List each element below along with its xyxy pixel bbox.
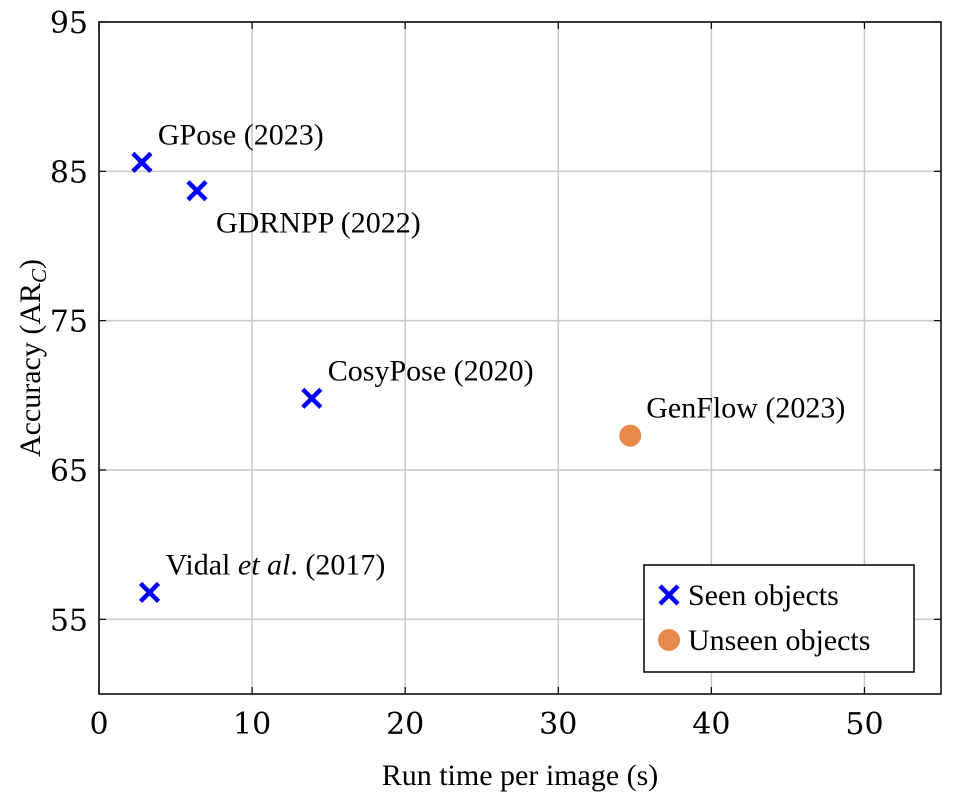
x-axis-label: Run time per image (s) <box>382 759 659 792</box>
y-tick-label: 65 <box>50 454 88 489</box>
x-tick-label: 30 <box>539 707 577 742</box>
y-tick-label: 75 <box>50 305 88 340</box>
seen-point-marker <box>301 387 323 409</box>
legend: Seen objects Unseen objects <box>643 564 915 673</box>
legend-box <box>643 564 915 673</box>
x-tick-label: 0 <box>89 707 108 742</box>
point-label: GenFlow (2023) <box>646 392 845 425</box>
data-points <box>131 151 642 604</box>
point-label: GDRNPP (2022) <box>216 207 421 240</box>
y-tick-label: 85 <box>50 155 88 190</box>
seen-point-marker <box>131 151 153 173</box>
point-label: Vidal et al. (2017) <box>166 548 386 581</box>
x-tick-label: 10 <box>233 707 271 742</box>
y-tick-label: 55 <box>50 603 88 638</box>
legend-seen-marker <box>658 584 680 606</box>
y-axis-label: Accuracy (ARC) <box>14 259 51 457</box>
legend-unseen-marker <box>658 629 680 651</box>
seen-point-marker <box>138 581 161 604</box>
x-tick-label: 40 <box>692 707 730 742</box>
x-tick-label: 20 <box>386 707 424 742</box>
point-label: GPose (2023) <box>158 118 324 151</box>
y-tick-label: 95 <box>50 6 88 41</box>
seen-point-marker <box>186 180 208 202</box>
x-tick-label: 50 <box>845 707 883 742</box>
plot-frame <box>98 21 942 695</box>
legend-label: Unseen objects <box>688 624 870 657</box>
legend-label: Seen objects <box>688 579 839 612</box>
point-labels: GPose (2023) GDRNPP (2022) CosyPose (2020)… <box>158 118 846 581</box>
point-label: CosyPose (2020) <box>328 354 534 387</box>
axis-ticks: 0 10 20 30 40 50 55 65 75 85 95 <box>50 6 941 742</box>
y-axis-label-subscript: C <box>27 268 51 283</box>
unseen-point-marker <box>619 424 642 447</box>
